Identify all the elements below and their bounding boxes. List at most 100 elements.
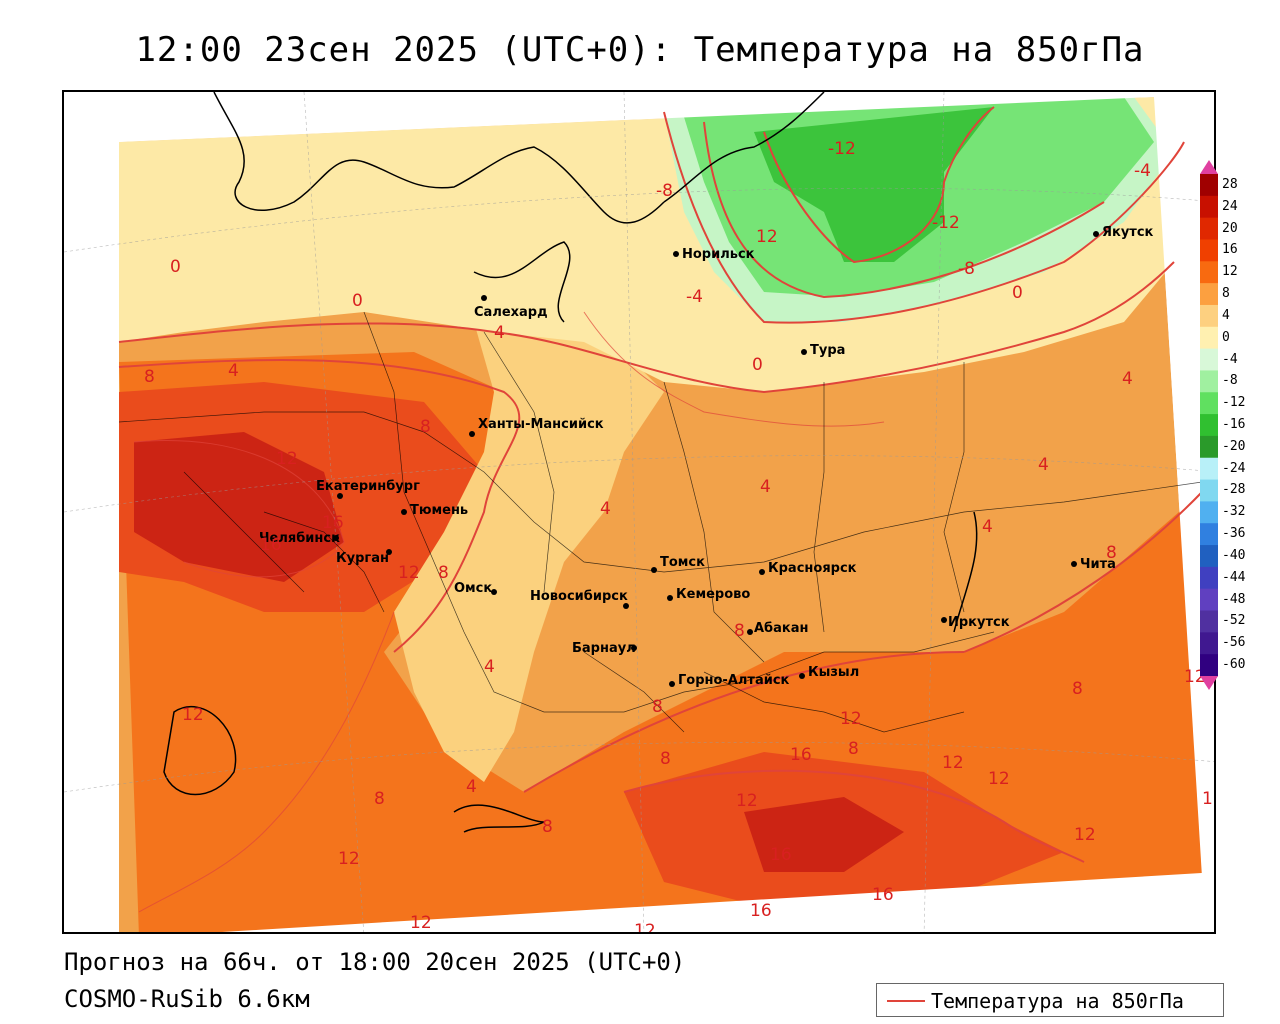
iso-label: 12 [988, 769, 1010, 789]
scale-tick-label: -12 [1222, 395, 1246, 411]
iso-label: 12 [398, 563, 420, 583]
scale-top-arrow [1200, 160, 1218, 174]
city-dot-krasnoyarsk [759, 569, 765, 575]
iso-label: 8 [542, 817, 553, 837]
scale-tick-label: 0 [1222, 329, 1230, 345]
iso-label: 12 [338, 849, 360, 869]
scale-swatch [1200, 479, 1218, 502]
city-dot-tomsk [651, 567, 657, 573]
scale-tick-label: -48 [1222, 591, 1246, 607]
city-dot-kyzyl [799, 673, 805, 679]
field-hottest-west [134, 432, 344, 582]
iso-label: 4 [982, 517, 993, 537]
iso-label: 16 [750, 901, 772, 921]
iso-label: 12 [736, 791, 758, 811]
iso-label: -4 [686, 287, 703, 307]
iso-label: 0 [1012, 283, 1023, 303]
field-hottest-south [744, 797, 904, 872]
iso-label: 8 [1106, 543, 1117, 563]
iso-label: 8 [1072, 679, 1083, 699]
scale-swatch [1200, 588, 1218, 612]
scale-tick-label: 16 [1222, 242, 1238, 258]
city-dot-khanty-mansiysk [469, 431, 475, 437]
iso-label: 12 [276, 449, 298, 469]
scale-bottom-arrow [1200, 676, 1218, 690]
scale-tick-label: 4 [1222, 307, 1230, 323]
iso-label: 12 [182, 705, 204, 725]
iso-label: 0 [170, 257, 181, 277]
scale-tick-label: 20 [1222, 220, 1238, 236]
city-dot-novosibirsk [623, 603, 629, 609]
iso-label: 8 [848, 739, 859, 759]
city-label-tura: Тура [810, 343, 845, 358]
scale-swatch [1200, 414, 1218, 437]
city-dot-abakan [747, 629, 753, 635]
scale-swatch [1200, 392, 1218, 415]
iso-label: 4 [466, 777, 477, 797]
city-label-khanty-mansiysk: Ханты-Мансийск [478, 417, 604, 432]
iso-label: -12 [932, 213, 960, 233]
iso-label: 4 [494, 323, 505, 343]
iso-label: 0 [352, 291, 363, 311]
legend-line-swatch [887, 1000, 925, 1002]
city-dot-tyumen [401, 509, 407, 515]
iso-label: 16 [260, 535, 282, 555]
model-info: COSMO-RuSib 6.6км [64, 985, 310, 1013]
city-label-barnaul: Барнаул [572, 641, 636, 656]
field-cool-tongue [394, 312, 664, 782]
iso-label: 0 [752, 355, 763, 375]
scale-tick-label: 28 [1222, 176, 1238, 192]
scale-tick-label: -32 [1222, 504, 1246, 520]
isoline-labels: -12 -8 12 -12 -8 0 -4 0 0 4 0 8 4 12 8 4… [144, 139, 1213, 933]
scale-swatch [1200, 304, 1218, 328]
city-label-salekhard: Салехард [474, 305, 548, 320]
iso-label: 4 [760, 477, 771, 497]
city-dot-tura [801, 349, 807, 355]
isolines-thin [133, 311, 885, 913]
scale-tick-label: 8 [1222, 286, 1230, 302]
iso-label: 4 [1038, 455, 1049, 475]
city-label-chelyabinsk: Челябинск [259, 531, 340, 546]
iso-label: 16 [770, 845, 792, 865]
iso-label: 4 [600, 499, 611, 519]
map-legend: Температура на 850гПа [876, 983, 1224, 1017]
scale-swatch [1200, 457, 1218, 481]
city-label-tomsk: Томск [660, 555, 705, 570]
scale-swatch [1200, 326, 1218, 350]
scale-tick-label: -60 [1222, 657, 1246, 673]
scale-tick-label: -28 [1222, 482, 1246, 498]
city-dot-gorno-altaysk [669, 681, 675, 687]
scale-swatch [1200, 632, 1218, 655]
city-label-kyzyl: Кызыл [808, 665, 859, 680]
scale-swatch [1200, 654, 1218, 677]
scale-tick-label: -44 [1222, 569, 1246, 585]
scale-swatch [1200, 195, 1218, 219]
iso-label: 8 [420, 417, 431, 437]
iso-label: 8 [374, 789, 385, 809]
city-dot-chelyabinsk [333, 535, 339, 541]
scale-swatch [1200, 566, 1218, 590]
city-label-omsk: Омск [454, 581, 492, 596]
city-label-norilsk: Норильск [682, 247, 755, 262]
city-dot-ekaterinburg [337, 493, 343, 499]
scale-tick-label: -20 [1222, 438, 1246, 454]
city-label-novosibirsk: Новосибирск [530, 589, 628, 604]
city-dot-omsk [491, 589, 497, 595]
iso-label: 12 [410, 913, 432, 933]
iso-label: 16 [322, 513, 344, 533]
scale-tick-label: -4 [1222, 351, 1238, 367]
iso-label: 8 [660, 749, 671, 769]
iso-label: 12 [1074, 825, 1096, 845]
scale-tick-label: -16 [1222, 417, 1246, 432]
city-dot-irkutsk [941, 617, 947, 623]
scale-tick-label: -24 [1222, 460, 1246, 476]
map-svg: Норильск Якутск Салехард Тура Ханты-Манс… [64, 92, 1214, 933]
scale-swatch [1200, 348, 1218, 371]
city-dot-salekhard [481, 295, 487, 301]
iso-label: 8 [652, 697, 663, 717]
scale-swatch [1200, 435, 1218, 459]
city-label-chita: Чита [1080, 557, 1116, 572]
city-label-abakan: Абакан [754, 621, 809, 636]
scale-swatch [1200, 217, 1218, 240]
iso-label: 4 [484, 657, 495, 677]
